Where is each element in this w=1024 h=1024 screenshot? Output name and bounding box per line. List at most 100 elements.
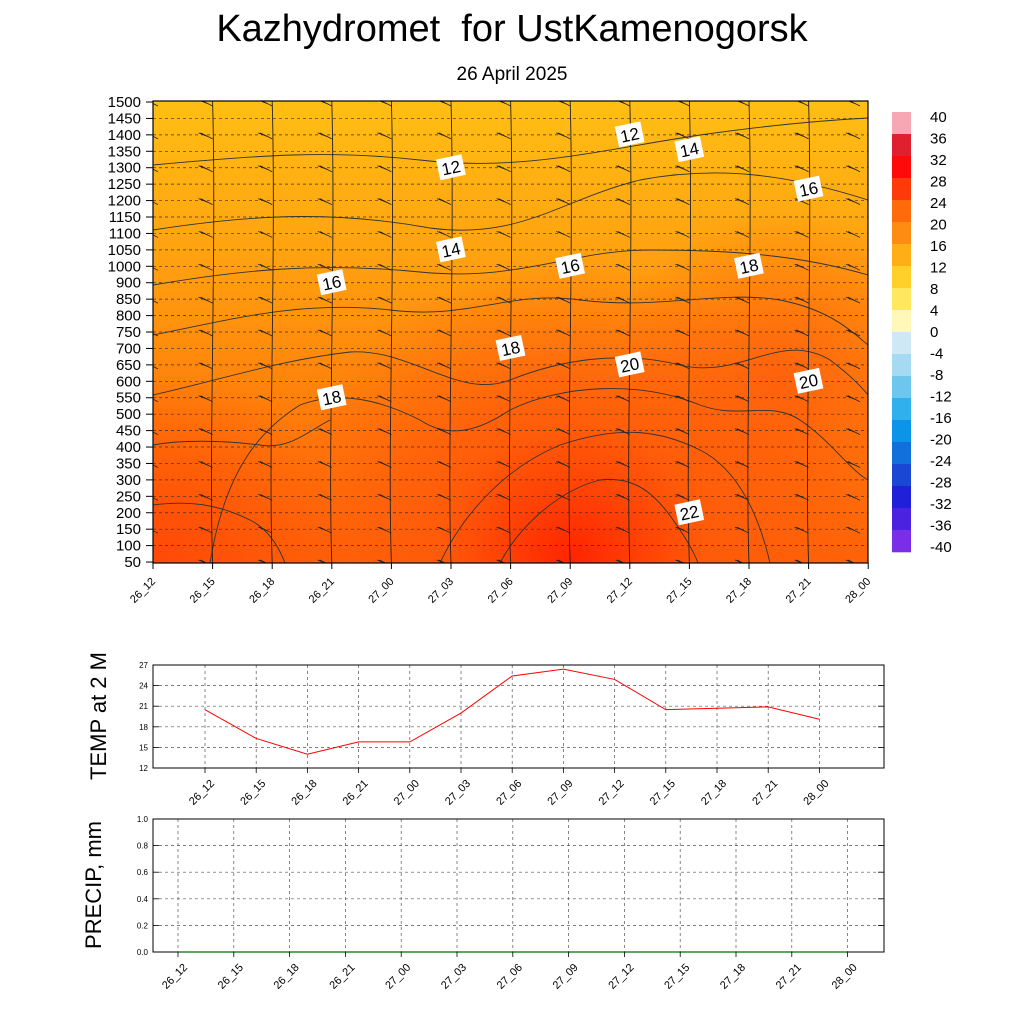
colorbar-cell (892, 233, 911, 245)
precipitation-frame (152, 818, 885, 953)
colorbar-cell (892, 299, 911, 311)
wind-barb (675, 165, 690, 173)
precipitation-y-axis: 1.0 0.8 0.6 0.4 0.2 0.0 (137, 815, 884, 957)
wind-profile-line (807, 101, 811, 563)
chart-x-tick-label: 26_18 (289, 778, 319, 808)
heatmap-y-tick-label: 300 (116, 472, 141, 489)
wind-barb (153, 135, 159, 140)
contour-labels: 12 12 14 16 14 16 16 18 18 20 20 18 22 (316, 121, 824, 526)
wind-barb (794, 329, 809, 337)
colorbar-cell (892, 420, 911, 432)
wind-barb (734, 329, 750, 337)
chart-x-tick-label: 28_00 (830, 962, 860, 992)
wind-barb (734, 231, 750, 238)
colorbar-label: -40 (930, 539, 952, 556)
chart-x-tick-label: 27_03 (443, 778, 473, 808)
colorbar-cell (892, 255, 911, 267)
wind-barb (675, 493, 690, 501)
heatmap-x-tick-label: 26_18 (247, 576, 277, 606)
colorbar-cell (892, 497, 911, 509)
heatmap-x-tick-label: 27_03 (426, 576, 456, 606)
temperature-chart: 27 24 21 18 15 12 26_12 26_15 26_18 26_21 27_00 27… (86, 652, 885, 808)
temperature-series-line (204, 668, 820, 755)
heatmap-y-axis: 1500145014001350130012501200115011001050… (108, 94, 153, 571)
colorbar-label: 0 (930, 324, 938, 341)
heatmap-x-tick-label: 27_06 (486, 576, 516, 606)
colorbar-cell (892, 343, 911, 355)
contour-label: 16 (555, 252, 585, 279)
wind-barb (734, 461, 750, 468)
heatmap-y-tick-label: 1000 (108, 258, 141, 275)
wind-profile-line (270, 101, 274, 563)
contour-label-box (674, 499, 705, 526)
colorbar-cell (892, 376, 911, 388)
chart-x-tick-label: 27_06 (494, 778, 524, 808)
wind-barb (675, 132, 690, 140)
wind-barb (794, 493, 809, 501)
wind-barb (794, 461, 809, 468)
wind-barb (734, 362, 750, 370)
colorbar-label: -36 (930, 518, 952, 535)
wind-barb (734, 198, 750, 205)
colorbar-label: 24 (930, 195, 947, 212)
colorbar-cell (892, 354, 911, 366)
wind-barb (675, 559, 685, 563)
wind-barb (676, 101, 690, 107)
wind-barb (615, 493, 630, 501)
contour-label-box (733, 252, 764, 279)
wind-barb (796, 101, 809, 107)
wind-barb (319, 101, 332, 107)
heatmap-grid (153, 118, 868, 546)
heatmap-x-tick-label: 27_18 (724, 576, 754, 606)
colorbar-cell (892, 453, 911, 465)
chart-y-tick-label: 0.8 (137, 842, 149, 851)
wind-barb (615, 165, 630, 173)
chart-x-tick-label: 27_21 (774, 962, 804, 992)
colorbar-cell (892, 266, 911, 278)
wind-barb (153, 201, 159, 205)
contour-label-text: 18 (321, 387, 343, 410)
colorbar-label: 12 (930, 260, 947, 277)
wind-barb (734, 395, 750, 403)
colorbar-cell (892, 112, 911, 124)
wind-barb (794, 526, 809, 534)
heatmap-y-tick-label: 1250 (108, 176, 141, 193)
wind-profile-line (628, 101, 632, 563)
chart-y-tick-label: 0.0 (137, 948, 149, 957)
heatmap-y-tick-label: 200 (116, 505, 141, 522)
colorbar-cell (892, 167, 911, 179)
colorbar-label: -28 (930, 475, 952, 492)
heatmap-y-tick-label: 800 (116, 308, 141, 325)
wind-barb (615, 395, 630, 403)
heatmap-y-tick-label: 1350 (108, 143, 141, 160)
wind-barb (675, 362, 690, 370)
wind-profile-line (568, 101, 572, 563)
wind-barb (153, 234, 159, 238)
chart-y-tick-label: 15 (139, 743, 148, 752)
wind-barb (557, 101, 571, 107)
wind-barb (153, 431, 159, 435)
chart-x-tick-label: 27_18 (718, 962, 748, 992)
wind-barb (615, 198, 630, 205)
chart-x-tick-label: 27_18 (699, 778, 729, 808)
wind-barb (675, 526, 690, 534)
wind-barb (615, 428, 630, 435)
colorbar-cell (892, 321, 911, 333)
wind-barb (615, 461, 630, 468)
colorbar-cell (892, 530, 911, 542)
temperature-y-axis: 27 24 21 18 15 12 (139, 661, 884, 773)
contour-label: 12 (435, 154, 466, 181)
colorbar-cell (892, 409, 911, 421)
colorbar-cell (892, 541, 911, 553)
wind-barb (675, 461, 690, 468)
wind-barb (617, 101, 630, 107)
wind-barb (845, 559, 855, 563)
wind-barb (436, 559, 446, 563)
temperature-grid (153, 665, 884, 768)
contour-label: 16 (316, 269, 347, 296)
wind-barb (259, 101, 273, 107)
heatmap-x-tick-label: 27_09 (545, 576, 575, 606)
heatmap-y-tick-label: 900 (116, 275, 141, 292)
chart-x-tick-label: 27_00 (383, 962, 413, 992)
heatmap-y-tick-label: 400 (116, 439, 141, 456)
